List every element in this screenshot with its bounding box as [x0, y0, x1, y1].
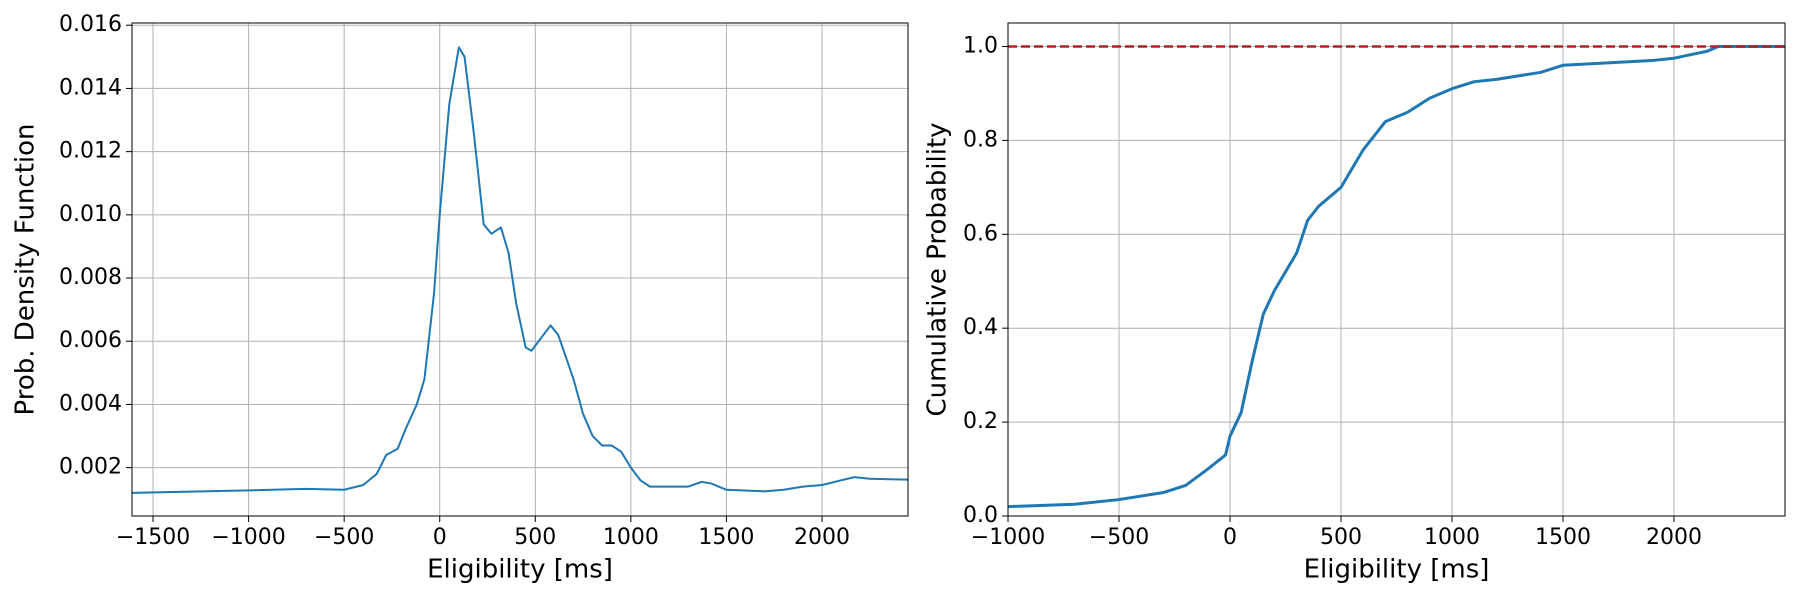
x-tick-label: 2000 — [1646, 525, 1702, 550]
y-tick-label: 0.6 — [963, 221, 998, 246]
data-line — [132, 46, 908, 494]
x-tick-label: −500 — [1089, 525, 1149, 550]
x-tick-label: 1000 — [603, 525, 659, 550]
x-tick-label: 0 — [433, 525, 447, 550]
x-tick-label: 2000 — [794, 525, 850, 550]
y-tick-label: 0.8 — [963, 127, 998, 152]
data-line — [1008, 44, 1785, 509]
x-tick-label: 1000 — [1424, 525, 1480, 550]
x-tick-label: −1000 — [971, 525, 1045, 550]
x-tick-label: 0 — [1223, 525, 1237, 550]
y-tick-label: 0.004 — [59, 391, 122, 416]
y-tick-label: 0.012 — [59, 139, 122, 164]
x-tick-label: 500 — [1320, 525, 1362, 550]
y-tick-label: 0.008 — [59, 265, 122, 290]
x-axis-label: Eligibility [ms] — [1304, 555, 1490, 585]
y-axis-label: Cumulative Probability — [923, 122, 953, 416]
y-tick-label: 0.016 — [59, 12, 122, 37]
y-tick-label: 1.0 — [963, 33, 998, 58]
x-tick-label: 1500 — [698, 525, 754, 550]
y-tick-label: 0.002 — [59, 455, 122, 480]
y-tick-label: 0.006 — [59, 328, 122, 353]
y-axis-label: Prob. Density Function — [11, 124, 41, 416]
plot-frame — [131, 22, 909, 517]
y-tick-label: 0.0 — [963, 503, 998, 528]
y-tick-label: 0.010 — [59, 202, 122, 227]
x-axis-label: Eligibility [ms] — [427, 555, 613, 585]
y-tick-label: 0.2 — [963, 409, 998, 434]
x-tick-label: −500 — [314, 525, 374, 550]
x-tick-label: −1500 — [116, 525, 190, 550]
x-tick-label: 500 — [514, 525, 556, 550]
y-tick-label: 0.014 — [59, 75, 122, 100]
x-tick-label: −1000 — [211, 525, 285, 550]
plot-frame — [1007, 22, 1786, 517]
x-tick-label: 1500 — [1535, 525, 1591, 550]
y-tick-label: 0.4 — [963, 315, 998, 340]
